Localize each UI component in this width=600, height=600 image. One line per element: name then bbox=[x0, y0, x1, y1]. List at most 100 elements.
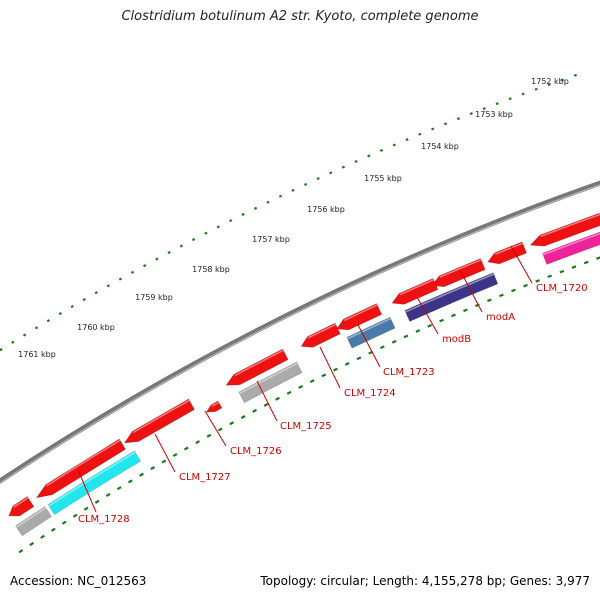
scale-dot bbox=[118, 277, 123, 281]
scale-dot bbox=[482, 107, 486, 111]
gene-arrow-red bbox=[205, 400, 223, 413]
scale-dot bbox=[34, 326, 39, 330]
gene-label-leader bbox=[357, 324, 381, 368]
inner-scale-dash bbox=[83, 506, 89, 511]
kbp-tick-label: 1752 kbp bbox=[531, 77, 569, 86]
inner-scale-dash bbox=[275, 396, 280, 401]
scale-dot bbox=[241, 212, 245, 216]
kbp-tick-label: 1755 kbp bbox=[364, 174, 402, 183]
gene-label: CLM_1726 bbox=[230, 446, 282, 457]
inner-scale-dash bbox=[415, 329, 421, 333]
gene-bar-indigo bbox=[404, 292, 452, 322]
gene-arrow-red-highlight bbox=[234, 349, 284, 377]
gene-arrow-red-highlight bbox=[13, 497, 29, 508]
gene-arrow-red-highlight bbox=[46, 439, 121, 487]
accession-text: Accession: NC_012563 bbox=[10, 574, 147, 588]
gene-bar-indigo bbox=[444, 272, 499, 305]
inner-scale-dash bbox=[29, 541, 35, 547]
scale-dot bbox=[0, 347, 3, 352]
genome-summary-text: Topology: circular; Length: 4,155,278 bp… bbox=[260, 574, 590, 588]
scale-dot bbox=[216, 225, 220, 229]
scale-dot bbox=[266, 200, 270, 204]
inner-scale-dash bbox=[286, 390, 292, 395]
inner-scale-dash bbox=[321, 373, 327, 378]
map-title: Clostridium botulinum A2 str. Kyoto, com… bbox=[121, 9, 479, 24]
inner-scale-dash bbox=[487, 298, 492, 303]
inner-scale-dash bbox=[333, 367, 338, 372]
inner-scale-dash bbox=[229, 421, 235, 426]
scale-dot bbox=[573, 73, 577, 77]
kbp-tick-label: 1756 kbp bbox=[307, 205, 345, 214]
gene-arrow-red bbox=[430, 258, 486, 288]
gene-bar-indigo-highlight bbox=[405, 293, 448, 313]
scale-dot bbox=[278, 194, 283, 198]
scale-dot bbox=[469, 112, 473, 116]
scale-dot bbox=[367, 154, 371, 158]
scale-dot bbox=[179, 244, 183, 248]
scale-dot bbox=[456, 117, 460, 121]
gene-label-leader bbox=[154, 433, 176, 473]
gene-label: CLM_1725 bbox=[280, 421, 332, 432]
inner-scale-dash bbox=[263, 402, 269, 407]
inner-scale-dash bbox=[127, 479, 133, 484]
kbp-tick-label: 1761 kbp bbox=[18, 350, 56, 359]
scale-dot bbox=[253, 206, 258, 210]
inner-scale-dash bbox=[150, 466, 156, 471]
inner-scale-dash bbox=[499, 293, 504, 298]
gene-bar-gray-highlight bbox=[15, 507, 47, 528]
inner-scale-dash bbox=[391, 339, 397, 344]
inner-scale-dash bbox=[451, 313, 456, 318]
scale-dot bbox=[329, 171, 333, 175]
scale-dot bbox=[379, 148, 384, 152]
inner-scale-dash bbox=[523, 283, 528, 288]
gene-bar-magenta-highlight bbox=[542, 232, 600, 256]
kbp-tick-label: 1754 kbp bbox=[421, 142, 459, 151]
scale-dot bbox=[495, 102, 499, 106]
gene-bar-magenta bbox=[542, 231, 600, 265]
inner-scale-dash bbox=[427, 323, 433, 328]
gene-label-leader bbox=[510, 245, 533, 284]
gene-label-leader bbox=[459, 269, 483, 313]
inner-scale-dash bbox=[105, 492, 111, 497]
gene-label: CLM_1724 bbox=[344, 388, 396, 399]
scale-dot bbox=[94, 291, 98, 295]
kbp-tick-label: 1757 kbp bbox=[252, 235, 290, 244]
inner-scale-dash bbox=[217, 427, 223, 432]
gene-arrow-red-highlight bbox=[132, 399, 190, 434]
inner-scale-dash bbox=[240, 415, 246, 420]
gene-bar-steel-blue-highlight bbox=[347, 317, 392, 340]
inner-scale-dash bbox=[583, 260, 589, 265]
scale-dot bbox=[508, 97, 512, 101]
scale-dot bbox=[11, 340, 15, 344]
scale-dot bbox=[354, 159, 358, 164]
scale-dot bbox=[106, 284, 110, 288]
gene-label: CLM_1727 bbox=[179, 472, 231, 483]
backbone-highlight bbox=[0, 184, 600, 484]
scale-dot bbox=[534, 87, 538, 91]
gene-arrow-red bbox=[35, 438, 126, 499]
gene-arrow-red-highlight bbox=[343, 304, 378, 322]
inner-scale-dash bbox=[559, 269, 565, 274]
gene-arrow-red-highlight bbox=[211, 401, 220, 407]
scale-dot bbox=[155, 257, 159, 261]
gene-label-leader bbox=[77, 469, 97, 513]
gene-label: modB bbox=[442, 334, 471, 345]
scale-dot bbox=[70, 304, 74, 309]
gene-arrow-red bbox=[391, 278, 439, 305]
inner-scale-dash bbox=[463, 308, 468, 313]
scale-dot bbox=[341, 165, 346, 169]
gene-bar-cyan bbox=[47, 450, 142, 516]
gene-arrow-red-highlight bbox=[307, 323, 337, 339]
scale-dot bbox=[521, 92, 525, 96]
inner-scale-dash bbox=[511, 288, 516, 293]
scale-dot bbox=[560, 78, 564, 82]
gene-arrow-red bbox=[300, 322, 341, 348]
scale-dot bbox=[204, 231, 208, 235]
inner-scale-dash bbox=[571, 265, 577, 269]
gene-arrow-red bbox=[529, 212, 600, 247]
gene-bar-gray-highlight bbox=[239, 362, 298, 395]
gene-label: CLM_1723 bbox=[383, 367, 435, 378]
scale-dot bbox=[405, 138, 409, 142]
inner-scale-dash bbox=[356, 356, 362, 361]
